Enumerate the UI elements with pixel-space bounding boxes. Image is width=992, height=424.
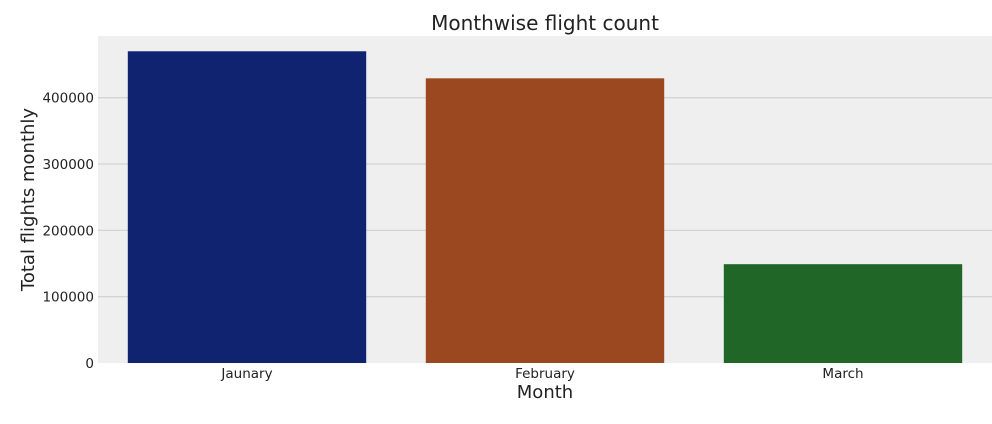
y-tick-label: 200000 (42, 223, 94, 239)
bars (127, 51, 963, 364)
chart-title: Monthwise flight count (431, 11, 659, 35)
bar-march (723, 264, 963, 363)
bar-jaunary (127, 51, 367, 364)
x-tick-label: March (822, 366, 863, 382)
x-tick-label: Jaunary (220, 366, 272, 382)
x-axis-label: Month (517, 382, 573, 403)
y-tick-label: 100000 (42, 290, 94, 306)
y-tick-label: 300000 (42, 157, 94, 173)
x-axis-ticks: Jaunary February March (220, 366, 863, 382)
y-tick-label: 400000 (42, 91, 94, 107)
y-axis-label: Total flights monthly (18, 108, 39, 293)
y-tick-label: 0 (85, 356, 94, 372)
x-tick-label: February (515, 366, 575, 382)
bar-february (425, 78, 665, 364)
y-axis-ticks: 0 100000 200000 300000 400000 (42, 91, 94, 372)
